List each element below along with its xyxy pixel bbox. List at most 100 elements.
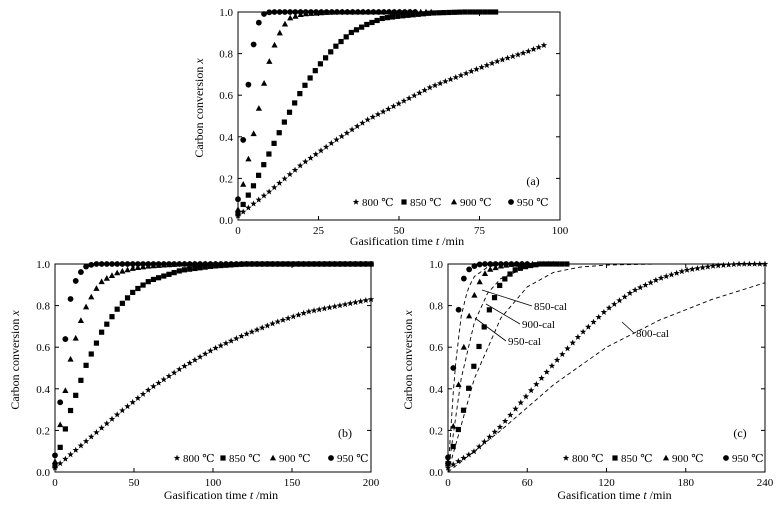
data-point: [269, 320, 276, 327]
data-point: [360, 9, 366, 15]
data-point: [290, 313, 297, 320]
data-point: [497, 261, 504, 267]
y-axis-title-var: x: [192, 58, 206, 65]
data-point: [243, 330, 250, 337]
data-point: [57, 444, 63, 450]
series-900C: [234, 8, 435, 212]
data-point: [313, 9, 320, 15]
data-point: [514, 51, 522, 58]
data-point: [281, 119, 287, 125]
data-point: [493, 9, 499, 15]
data-point: [104, 321, 110, 327]
data-point: [450, 422, 457, 429]
data-point: [338, 38, 344, 45]
series-850C: [235, 9, 499, 217]
data-point: [465, 451, 473, 458]
data-point: [307, 75, 313, 81]
x-tick-label: 0: [52, 477, 58, 489]
data-point: [322, 55, 329, 61]
calc-label-leader: [474, 317, 507, 342]
legend-label: 850 ℃: [410, 197, 442, 209]
x-tick-label: 150: [284, 477, 301, 489]
data-point: [98, 278, 105, 285]
data-point: [678, 268, 686, 275]
data-point: [369, 113, 377, 120]
data-point: [467, 9, 473, 15]
data-point: [326, 261, 333, 267]
data-point: [295, 261, 302, 267]
data-point: [348, 29, 354, 36]
series-900C: [444, 260, 557, 464]
y-tick-label: 0.8: [429, 301, 443, 313]
data-point: [483, 61, 491, 69]
data-point: [406, 9, 413, 15]
legend-label: 950 ℃: [517, 197, 549, 209]
x-axis-title-var: t: [436, 234, 440, 248]
data-point: [260, 192, 268, 199]
data-point: [248, 328, 256, 335]
data-point: [468, 67, 475, 75]
data-point: [746, 260, 753, 267]
data-point: [492, 264, 499, 271]
data-point: [155, 379, 162, 386]
data-point: [264, 322, 271, 329]
data-point: [502, 276, 508, 282]
data-point: [348, 126, 356, 133]
data-point: [124, 261, 131, 267]
data-point: [364, 116, 371, 123]
data-point: [341, 301, 349, 308]
data-point: [540, 260, 547, 267]
data-point: [250, 200, 257, 207]
data-point: [471, 263, 478, 269]
data-point: [93, 285, 100, 291]
data-point: [271, 184, 278, 191]
data-point: [310, 307, 318, 314]
data-point: [240, 201, 246, 208]
data-point: [322, 143, 330, 150]
data-point: [374, 110, 382, 118]
legend-label: 850 ℃: [621, 453, 653, 465]
data-point: [522, 393, 530, 400]
data-point: [369, 19, 375, 26]
data-point: [266, 9, 273, 16]
data-point: [564, 261, 570, 267]
data-point: [471, 363, 477, 369]
data-point: [411, 92, 418, 99]
data-point: [207, 347, 214, 354]
y-tick-label: 0.6: [429, 342, 443, 354]
data-point: [564, 345, 571, 352]
data-point: [227, 337, 235, 344]
y-axis-title-var: x: [401, 310, 415, 317]
data-point: [292, 100, 298, 106]
data-point: [476, 261, 483, 268]
data-point: [466, 312, 473, 319]
data-point: [450, 443, 456, 450]
data-point: [62, 387, 69, 393]
x-tick-label: 0: [445, 477, 451, 489]
data-point: [82, 437, 90, 444]
data-point: [291, 166, 299, 173]
data-point: [217, 342, 224, 349]
legend-marker: [173, 454, 181, 461]
data-point: [389, 14, 396, 20]
data-point: [364, 21, 370, 28]
data-point: [285, 261, 292, 267]
data-point: [119, 267, 126, 274]
data-point: [281, 9, 288, 15]
data-point: [543, 368, 550, 375]
data-point: [482, 261, 488, 267]
data-point: [119, 261, 126, 267]
legend-label: 950 ℃: [732, 453, 764, 465]
data-point: [297, 91, 303, 97]
data-point: [362, 261, 369, 267]
data-point: [725, 261, 732, 268]
data-point: [354, 122, 361, 130]
data-point: [300, 261, 307, 267]
data-point: [240, 181, 247, 187]
data-point: [449, 461, 457, 468]
data-point: [631, 286, 639, 293]
data-point: [370, 9, 377, 15]
data-point: [295, 311, 302, 318]
data-point: [342, 261, 348, 267]
data-point: [259, 261, 266, 267]
